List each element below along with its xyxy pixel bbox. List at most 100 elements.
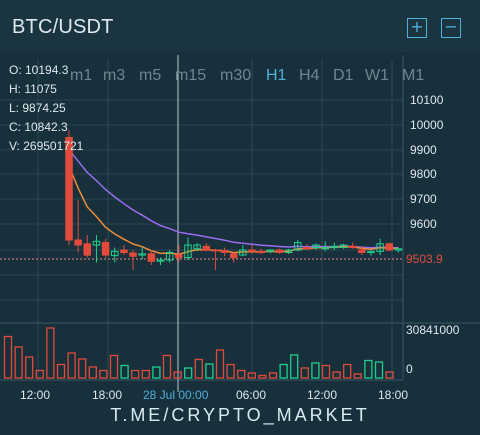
volume-bar: [205, 363, 214, 379]
candle-body: [65, 137, 73, 241]
candle-body: [266, 249, 275, 252]
candle-body: [138, 253, 146, 256]
candle-body: [330, 245, 339, 249]
volume-bar: [56, 363, 66, 379]
timeframe-w1[interactable]: W1: [365, 67, 389, 84]
volume-bar: [311, 362, 320, 379]
volume-bar: [46, 327, 55, 379]
timeframe-m5[interactable]: m5: [139, 67, 162, 84]
plus-icon: +: [410, 17, 424, 36]
price-tick: 9700: [410, 192, 437, 206]
candle-body: [120, 249, 128, 253]
candle-body: [83, 243, 91, 256]
ma-fast-line: [68, 165, 399, 256]
volume-bar: [78, 358, 87, 379]
candle-body: [358, 249, 366, 253]
volume-bar: [35, 369, 44, 379]
candle-body: [129, 252, 137, 257]
ohlc-volume: V: 269501721: [9, 139, 84, 153]
volume-bar: [258, 374, 267, 379]
volume-tick-zero: 0: [406, 362, 413, 376]
time-tick: 06:00: [236, 388, 267, 402]
candle-body: [156, 259, 165, 262]
volume-bar: [120, 364, 129, 379]
timeframe-m1[interactable]: m1: [70, 67, 93, 84]
candle-body: [348, 245, 357, 249]
ohlc-open: O: 10194.3: [9, 63, 69, 77]
candle-body: [303, 247, 311, 250]
timeframe-m15[interactable]: m15: [175, 67, 207, 84]
volume-bar: [184, 367, 193, 379]
volume-bar: [88, 366, 97, 379]
candle-body: [230, 253, 238, 259]
candle-body: [211, 249, 220, 252]
volume-bar: [3, 335, 13, 379]
timeframe-m3[interactable]: m3: [103, 67, 126, 84]
ohlc-high: H: 11075: [9, 82, 57, 96]
candle-body: [193, 244, 201, 250]
candle-body: [248, 249, 256, 252]
timeframe-h4[interactable]: H4: [299, 67, 320, 84]
volume-bar: [290, 354, 299, 379]
timeframe-month1[interactable]: M1: [402, 67, 425, 84]
volume-bar: [321, 364, 331, 379]
candle-body: [147, 253, 156, 262]
price-tick: 9800: [410, 167, 437, 181]
volume-bar: [268, 372, 278, 379]
price-tick: 10000: [410, 118, 444, 132]
ohlc-low: L: 9874.25: [9, 101, 66, 115]
time-tick-crosshair: 28 Jul 00:00: [143, 388, 209, 402]
candle-body: [312, 244, 320, 248]
candle-body: [184, 244, 192, 258]
volume-bar: [332, 371, 341, 379]
volume-bar: [237, 369, 246, 379]
candle-body: [165, 252, 174, 261]
volume-bar: [385, 371, 394, 379]
candle-body: [74, 239, 82, 246]
price-tick: 10100: [410, 93, 444, 107]
volume-bar: [374, 361, 384, 379]
volume-tick-max: 30841000: [406, 323, 460, 337]
zoom-in-button[interactable]: +: [407, 18, 427, 38]
watermark: T.ME/CRYPTO_MARKET: [110, 405, 370, 425]
time-tick: 18:00: [378, 388, 409, 402]
volume-bar: [99, 369, 108, 379]
volume-bar: [141, 369, 150, 379]
time-tick: 12:00: [307, 388, 338, 402]
volume-bar: [194, 358, 203, 379]
price-tick: 9900: [410, 143, 437, 157]
candle-body: [376, 243, 384, 252]
time-tick: 18:00: [92, 388, 123, 402]
candle-body: [339, 244, 348, 248]
zoom-out-button[interactable]: −: [441, 18, 461, 38]
volume-bar: [173, 371, 182, 379]
time-tick: 12:00: [20, 388, 51, 402]
volume-bar: [215, 349, 225, 379]
candle-body: [101, 242, 110, 256]
candle-body: [92, 240, 101, 246]
volume-bar: [300, 367, 309, 379]
volume-bar: [226, 363, 235, 379]
candle-body: [294, 242, 302, 251]
candle-body: [385, 243, 393, 251]
candle-body: [257, 250, 265, 254]
volume-bar: [162, 354, 172, 379]
current-price-label: 9503.9: [406, 252, 443, 266]
timeframe-d1[interactable]: D1: [333, 67, 354, 84]
volume-bar: [109, 354, 119, 379]
minus-icon: −: [444, 17, 458, 36]
header-bar: [0, 0, 480, 52]
volume-bar: [25, 356, 34, 379]
pair-title: BTC/USDT: [12, 16, 114, 38]
volume-bar: [364, 359, 373, 379]
timeframe-h1[interactable]: H1: [266, 67, 287, 84]
candle-body: [367, 250, 375, 254]
volume-bar: [353, 373, 362, 379]
volume-bar: [247, 372, 256, 379]
volume-bar: [343, 363, 352, 379]
timeframe-m30[interactable]: m30: [220, 67, 252, 84]
candle-body: [239, 249, 247, 256]
ohlc-close: C: 10842.3: [9, 120, 68, 134]
candle-body: [202, 245, 210, 251]
